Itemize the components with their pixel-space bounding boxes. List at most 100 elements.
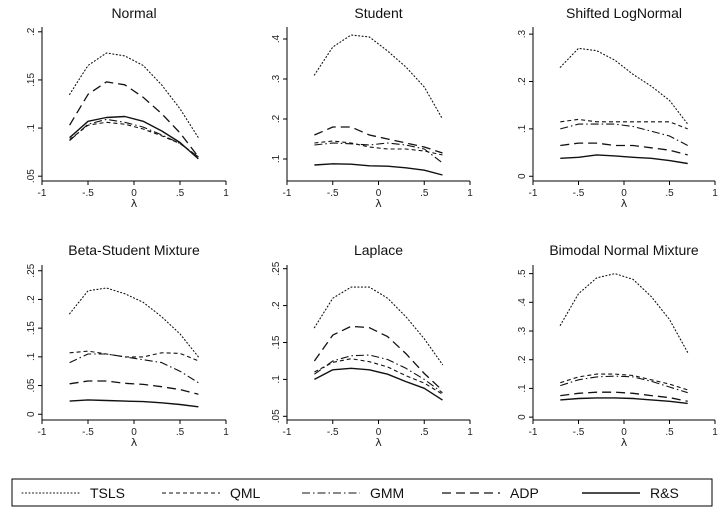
- y-tick-label: .4: [517, 298, 528, 307]
- panel-title: Student: [354, 5, 402, 21]
- y-tick-label: .1: [271, 375, 282, 384]
- y-tick-label: .05: [271, 409, 282, 423]
- series-line-tsls: [69, 287, 199, 358]
- x-tick-label: .5: [665, 188, 674, 199]
- y-tick-label: .1: [26, 352, 37, 361]
- panel-student: Student .1 .2 .3 .4 -1 -.5 0 .5 1 λ: [271, 5, 473, 210]
- y-tick-label: .2: [26, 27, 37, 36]
- y-tick-label: .25: [271, 261, 282, 275]
- series-line-adp: [560, 142, 688, 156]
- x-axis-label: λ: [375, 197, 382, 210]
- legend-label: TSLS: [90, 485, 125, 501]
- x-tick-label: -.5: [327, 427, 339, 438]
- panel-normal: Normal .05 .1 .15 .2 -1 -.5 0 .5 1 λ: [26, 5, 229, 210]
- x-tick-label: .5: [176, 188, 185, 199]
- y-tick-label: .05: [26, 378, 37, 392]
- series-line-qml: [69, 121, 199, 158]
- legend-label: QML: [230, 485, 261, 501]
- series-line-gmm: [560, 375, 688, 394]
- x-tick-label: -.5: [327, 188, 339, 199]
- panel-laplace: Laplace .05 .1 .15 .2 .25 -1 -.5 0 .5 1 λ: [271, 242, 473, 449]
- y-tick-label: .2: [26, 295, 37, 304]
- series-line-rands: [69, 115, 199, 160]
- y-tick-label: .2: [271, 301, 282, 310]
- series-line-adp: [69, 81, 199, 158]
- panel-shifted-lognormal: Shifted LogNormal 0 .1 .2 .3 -1 -.5 0 .5 1 λ: [517, 5, 718, 210]
- series-line-qml: [314, 358, 443, 395]
- panel-title: Normal: [111, 5, 156, 21]
- x-tick-label: -1: [529, 427, 538, 438]
- series-line-gmm: [314, 354, 443, 394]
- y-tick-label: .05: [26, 169, 37, 183]
- panel-title: Laplace: [354, 242, 403, 258]
- legend-label: R&S: [650, 485, 679, 501]
- series-line-gmm: [69, 353, 199, 384]
- panels: Normal .05 .1 .15 .2 -1 -.5 0 .5 1 λ Student .1 .2 .3.…: [26, 5, 718, 449]
- y-tick-label: 0: [517, 414, 528, 420]
- series-line-qml: [314, 140, 443, 156]
- x-axis-label: λ: [375, 436, 382, 449]
- series-line-adp: [313, 325, 443, 391]
- series-line-adp: [69, 380, 199, 395]
- series-line-tsls: [559, 47, 689, 125]
- x-tick-label: 1: [712, 427, 718, 438]
- legend-item-adp: ADP: [442, 485, 539, 501]
- x-tick-label: -.5: [82, 188, 94, 199]
- series-line-qml: [560, 373, 688, 391]
- x-tick-label: -.5: [573, 427, 585, 438]
- panel-bimodal-normal-mixture: Bimodal Normal Mixture 0 .1 .2 .3 .4 .5 -1 -.5 0.…: [517, 242, 718, 449]
- legend-label: ADP: [510, 485, 539, 501]
- y-tick-label: .15: [26, 321, 37, 335]
- x-tick-label: 1: [223, 188, 229, 199]
- y-tick-label: .1: [26, 123, 37, 132]
- series-line-qml: [69, 350, 199, 362]
- x-tick-label: 0: [621, 427, 627, 438]
- series-line-gmm: [69, 118, 199, 158]
- x-tick-label: 0: [376, 188, 382, 199]
- panel-title: Shifted LogNormal: [566, 5, 682, 21]
- x-tick-label: .5: [420, 188, 429, 199]
- y-tick-label: .15: [271, 335, 282, 349]
- y-tick-label: .2: [517, 77, 528, 86]
- panel-beta-student-mixture: Beta-Student Mixture 0 .05 .1 .15 .2 .25 -1 -.5 0…: [26, 242, 229, 449]
- y-tick-label: .2: [271, 114, 282, 123]
- x-tick-label: .5: [665, 427, 674, 438]
- legend-frame: [11, 478, 713, 507]
- x-axis-label: λ: [621, 436, 628, 449]
- series-line-tsls: [313, 286, 444, 366]
- y-tick-label: .1: [517, 124, 528, 133]
- y-tick-label: .3: [517, 30, 528, 39]
- x-tick-label: -1: [529, 188, 538, 199]
- x-tick-label: 1: [467, 427, 473, 438]
- legend-item-tsls: TSLS: [21, 485, 125, 501]
- x-tick-label: 0: [131, 427, 137, 438]
- x-tick-label: 1: [712, 188, 718, 199]
- series-line-tsls: [559, 273, 689, 354]
- x-tick-label: 1: [223, 427, 229, 438]
- x-tick-label: .5: [420, 427, 429, 438]
- x-tick-label: 1: [467, 188, 473, 199]
- series-line-rands: [314, 163, 443, 176]
- x-axis-label: λ: [131, 197, 138, 210]
- y-tick-label: .1: [517, 384, 528, 393]
- x-tick-label: -1: [283, 188, 292, 199]
- x-axis-label: λ: [131, 436, 138, 449]
- x-tick-label: 0: [621, 188, 627, 199]
- y-tick-label: .4: [271, 34, 282, 43]
- panel-title: Bimodal Normal Mixture: [549, 242, 699, 258]
- legend-label: GMM: [370, 485, 404, 501]
- x-tick-label: 0: [131, 188, 137, 199]
- y-tick-label: .3: [517, 326, 528, 335]
- x-tick-label: -1: [38, 427, 47, 438]
- legend-item-qml: QML: [162, 485, 261, 501]
- series-line-tsls: [313, 34, 444, 120]
- x-tick-label: 0: [376, 427, 382, 438]
- series-line-adp: [560, 391, 688, 402]
- y-tick-label: .2: [517, 355, 528, 364]
- y-tick-label: 0: [26, 411, 37, 417]
- legend-item-rands: R&S: [582, 485, 679, 501]
- x-tick-label: .5: [176, 427, 185, 438]
- legend-item-gmm: GMM: [302, 485, 404, 501]
- x-tick-label: -.5: [82, 427, 94, 438]
